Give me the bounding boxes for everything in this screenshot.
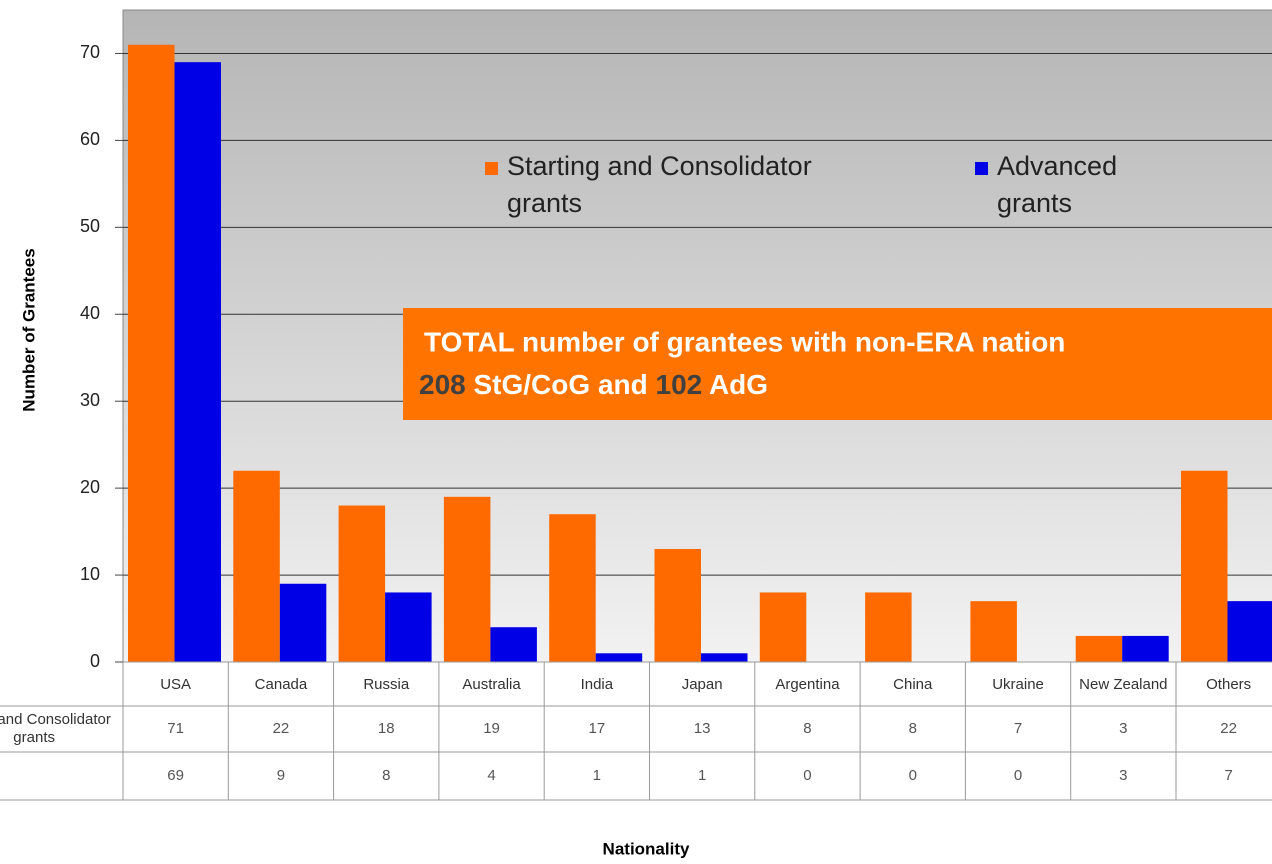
x-tick-label: Ukraine	[992, 676, 1044, 693]
annotation-text: StG/CoG and	[466, 369, 656, 400]
table-value: 22	[1220, 720, 1237, 737]
y-tick-label: 70	[80, 42, 100, 62]
x-tick-label: Canada	[255, 676, 308, 693]
y-tick-label: 50	[80, 216, 100, 236]
y-tick-label: 0	[90, 651, 100, 671]
annotation-number: 208	[419, 369, 466, 400]
bar	[970, 601, 1017, 662]
bar	[654, 548, 701, 662]
bar	[174, 62, 221, 663]
y-tick-label: 10	[80, 564, 100, 584]
legend-label: Starting and Consolidator grants	[507, 151, 819, 218]
bar	[701, 653, 748, 662]
x-tick-label: China	[893, 676, 933, 693]
bar	[128, 44, 175, 663]
y-tick-label: 60	[80, 129, 100, 149]
table-value: 3	[1119, 720, 1127, 737]
bar	[1122, 635, 1169, 662]
bar	[443, 496, 491, 662]
bar	[865, 592, 912, 662]
table-value: 8	[803, 720, 811, 737]
legend-label-line: grants	[507, 188, 582, 218]
annotation-text: AdG	[702, 369, 768, 400]
bar	[1075, 635, 1123, 662]
annotation: TOTAL number of grantees with non-ERA na…	[424, 326, 1065, 357]
bar	[279, 583, 327, 662]
table-value: 1	[698, 767, 706, 784]
table-value: 19	[483, 720, 500, 737]
table-value: 69	[167, 767, 184, 784]
x-tick-label: Russia	[363, 676, 410, 693]
table-value: 71	[167, 720, 184, 737]
legend-label: Advanced grants	[997, 151, 1125, 218]
legend-label-line: Advanced	[997, 151, 1125, 181]
table-row-header-line: grants	[13, 729, 55, 746]
legend-swatch	[485, 162, 498, 175]
annotation: 208 StG/CoG and 102 AdG	[419, 369, 768, 400]
y-tick-label: 40	[80, 303, 100, 323]
y-tick-label: 30	[80, 390, 100, 410]
table-row-header-line: Starting and Consolidator	[0, 711, 115, 728]
table-value: 1	[593, 767, 601, 784]
table-value: 7	[1224, 767, 1232, 784]
legend-label-line: grants	[997, 188, 1072, 218]
table-value: 18	[378, 720, 395, 737]
y-axis-label: Number of Grantees	[19, 248, 38, 411]
bar	[385, 592, 432, 662]
table-value: 8	[909, 720, 917, 737]
table-value: 22	[273, 720, 290, 737]
table-value: 0	[803, 767, 811, 784]
x-tick-label: Australia	[462, 676, 521, 693]
table-value: 3	[1119, 767, 1127, 784]
table-value: 4	[487, 767, 495, 784]
bar	[549, 514, 596, 662]
x-tick-label: USA	[160, 676, 191, 693]
annotation-box	[403, 308, 1272, 420]
bar	[490, 627, 537, 662]
bar	[233, 470, 280, 662]
y-tick-label: 20	[80, 477, 100, 497]
table-value: 9	[277, 767, 285, 784]
table-row-header: Starting and Consolidator grants	[0, 711, 115, 746]
bar	[595, 653, 643, 662]
table-value: 7	[1014, 720, 1022, 737]
bar	[338, 505, 386, 662]
x-tick-label: India	[581, 676, 614, 693]
x-tick-label: New Zealand	[1079, 676, 1167, 693]
table-value: 0	[909, 767, 917, 784]
bar	[1227, 601, 1272, 662]
legend-swatch	[975, 162, 988, 175]
legend-label-line: Starting and Consolidator	[507, 151, 819, 181]
x-axis-label: Nationality	[603, 839, 690, 858]
bar	[759, 592, 807, 662]
table-value: 8	[382, 767, 390, 784]
x-tick-label: Others	[1206, 676, 1251, 693]
x-tick-label: Argentina	[775, 676, 840, 693]
x-tick-label: Japan	[682, 676, 723, 693]
table-value: 17	[589, 720, 606, 737]
table-value: 13	[694, 720, 711, 737]
annotation-number: 102	[656, 369, 703, 400]
bar	[1181, 470, 1228, 662]
table-value: 0	[1014, 767, 1022, 784]
